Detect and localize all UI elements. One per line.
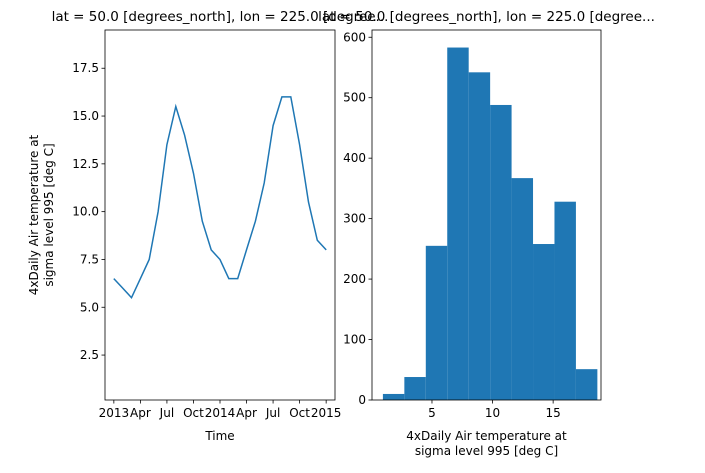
x-axis-label: 4xDaily Air temperature at [406, 429, 567, 443]
bar [382, 393, 405, 400]
x-tick-label: Jul [265, 406, 280, 420]
y-tick-label: 7.5 [80, 252, 99, 266]
x-axis-label: sigma level 995 [deg C] [415, 444, 558, 458]
x-tick-label: 5 [428, 406, 436, 420]
y-tick-label: 15.0 [72, 109, 99, 123]
bar [425, 245, 448, 400]
x-axis-label: Time [204, 429, 234, 443]
y-tick-label: 200 [343, 272, 366, 286]
x-tick-label: Jul [159, 406, 174, 420]
bar [554, 201, 576, 400]
y-tick-label: 300 [343, 212, 366, 226]
x-tick-label: 15 [545, 406, 560, 420]
y-tick-label: 5.0 [80, 300, 99, 314]
chart-title: lat = 50.0 [degrees_north], lon = 225.0 … [318, 9, 655, 25]
line [113, 96, 327, 300]
y-tick-label: 17.5 [72, 61, 99, 75]
x-tick-label: Oct [183, 406, 204, 420]
axes-frame [371, 29, 602, 401]
bar [575, 369, 598, 400]
x-tick-label: Apr [130, 406, 151, 420]
bar [490, 104, 512, 401]
subplot: 0 100 200 300 400 500 600 5 10 15 lat = 50.0 [degr… [318, 9, 655, 458]
bar [511, 178, 534, 400]
bar [533, 244, 555, 400]
y-tick-label: 600 [343, 30, 366, 44]
axes-frame [104, 29, 336, 401]
y-tick-label: 10.0 [72, 205, 99, 219]
x-tick-label: Apr [236, 406, 257, 420]
x-tick-label: 2015 [311, 406, 342, 420]
x-tick-label: 2014 [205, 406, 236, 420]
y-axis-label: sigma level 995 [deg C] [42, 143, 56, 286]
x-tick-label: Oct [289, 406, 310, 420]
bar [447, 47, 469, 400]
y-axis-label: 4xDaily Air temperature at [27, 134, 41, 295]
y-tick-label: 100 [343, 333, 366, 347]
x-tick-label: 10 [485, 406, 500, 420]
x-tick-label: 2013 [99, 406, 130, 420]
bar [404, 377, 426, 400]
y-tick-label: 400 [343, 151, 366, 165]
chart-title: lat = 50.0 [degrees_north], lon = 225.0 … [52, 9, 389, 25]
y-tick-label: 2.5 [80, 348, 99, 362]
y-tick-label: 0 [358, 393, 366, 407]
bar [468, 72, 491, 401]
y-tick-label: 12.5 [72, 157, 99, 171]
y-tick-label: 500 [343, 91, 366, 105]
